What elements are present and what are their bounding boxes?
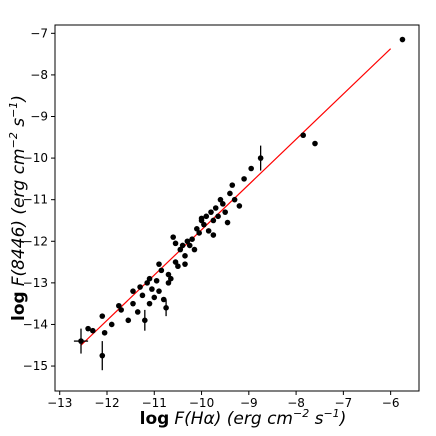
data-point — [182, 253, 188, 259]
data-point — [220, 201, 226, 207]
data-point — [144, 280, 150, 286]
data-point — [312, 140, 318, 147]
data-point — [101, 329, 108, 336]
x-tick-label: −12 — [94, 396, 119, 410]
data-point — [229, 182, 236, 188]
data-point — [165, 271, 172, 278]
data-point — [137, 284, 143, 290]
data-point — [153, 277, 160, 284]
fit-line-group — [80, 48, 392, 346]
y-axis-ticks: −15 −14 −13 −12 −11 −10 −9 −8 −7 — [23, 26, 55, 373]
data-point — [227, 190, 233, 197]
x-tick-label: −13 — [47, 396, 72, 410]
data-point — [191, 246, 198, 253]
data-point — [179, 242, 186, 249]
data-point — [205, 228, 212, 234]
data-point — [212, 205, 219, 211]
data-point — [224, 219, 231, 226]
data-point — [85, 325, 91, 332]
plot-frame — [54, 24, 420, 392]
data-point — [165, 280, 172, 286]
y-tick-label: −11 — [23, 193, 48, 207]
y-tick-label: −7 — [30, 26, 48, 40]
data-point — [186, 242, 193, 249]
data-point — [116, 302, 122, 309]
error-bars — [73, 145, 262, 371]
data-point — [142, 317, 148, 324]
data-point — [300, 132, 306, 139]
data-point — [196, 230, 202, 236]
data-point — [182, 261, 188, 267]
y-tick-label: −13 — [23, 276, 48, 290]
data-point — [125, 317, 132, 324]
data-point — [222, 209, 228, 215]
data-point — [146, 300, 153, 307]
data-point — [90, 327, 96, 334]
data-point — [146, 275, 153, 282]
data-point — [134, 309, 141, 315]
x-tick-label: −9 — [240, 396, 258, 410]
x-axis-title: log F(Hα) (erg cm−2 s−1) — [140, 407, 347, 429]
y-tick-label: −10 — [23, 151, 48, 165]
data-points — [78, 36, 406, 359]
x-tick-label: −8 — [287, 396, 305, 410]
data-point — [108, 321, 115, 328]
data-point — [198, 215, 205, 222]
y-tick-label: −14 — [23, 317, 48, 331]
data-point — [172, 259, 179, 265]
data-point — [217, 196, 224, 203]
data-point — [241, 176, 247, 182]
x-tick-label: −6 — [382, 396, 400, 410]
data-point — [231, 196, 238, 203]
data-point — [156, 261, 162, 267]
data-point — [158, 267, 165, 274]
x-tick-label: −10 — [189, 396, 214, 410]
x-axis-ticks: −13 −12 −11 −10 −9 −8 −7 −6 — [47, 391, 399, 410]
data-point — [170, 234, 176, 240]
data-point — [248, 165, 254, 172]
data-point — [208, 209, 214, 215]
y-tick-label: −8 — [30, 68, 48, 82]
data-point — [399, 36, 406, 43]
data-point — [194, 225, 200, 232]
x-tick-label: −7 — [335, 396, 353, 410]
data-point — [130, 300, 136, 307]
y-tick-label: −12 — [23, 234, 48, 248]
data-point — [172, 240, 179, 247]
data-point — [201, 221, 207, 228]
data-point — [149, 286, 155, 292]
data-point — [175, 263, 181, 270]
data-point — [139, 292, 146, 299]
data-point — [156, 288, 162, 294]
data-point — [99, 313, 106, 319]
data-point — [257, 155, 264, 161]
data-point — [160, 296, 167, 303]
x-tick-label: −11 — [142, 396, 167, 410]
data-point — [163, 305, 169, 311]
data-point — [210, 217, 217, 224]
data-point — [130, 288, 136, 294]
data-point — [177, 246, 184, 253]
data-point — [118, 307, 124, 313]
data-point — [210, 232, 217, 238]
data-point — [236, 203, 243, 209]
data-point — [99, 352, 106, 359]
data-point — [215, 213, 221, 220]
axes-frame — [54, 24, 420, 392]
y-axis-title: logF(8446) (erg cm−2 s−1) — [7, 95, 29, 321]
data-point — [78, 338, 84, 344]
data-point — [184, 238, 191, 245]
y-tick-label: −15 — [23, 359, 48, 373]
data-point — [168, 275, 174, 282]
data-point — [189, 236, 195, 242]
data-point — [203, 213, 210, 220]
data-point — [151, 294, 158, 301]
fit-line — [80, 48, 392, 346]
y-tick-label: −9 — [30, 110, 48, 124]
